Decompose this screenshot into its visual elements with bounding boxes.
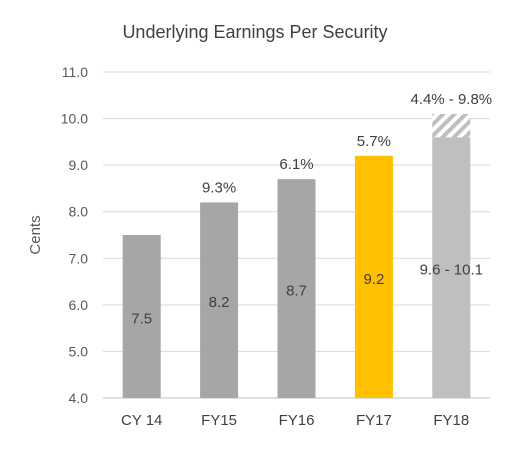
x-tick-label: CY 14	[121, 412, 162, 429]
x-tick-labels: CY 14 FY15 FY16 FY17 FY18	[121, 412, 469, 429]
bar-value-label: 9.2	[363, 271, 384, 288]
data-labels: 7.5 8.2 9.3% 8.7 6.1% 9.2 5.7% 9.6 - 10.1 4.4% -…	[131, 91, 492, 328]
y-axis-label: Cents	[27, 215, 44, 254]
y-tick-label: 4.0	[69, 390, 89, 406]
y-tick-label: 8.0	[69, 204, 89, 220]
bar	[354, 155, 393, 398]
growth-label: 4.4% - 9.8%	[410, 91, 492, 108]
bar-value-label: 9.6 - 10.1	[420, 262, 483, 279]
y-tick-labels: 4.0 5.0 6.0 7.0 8.0 9.0 10.0 11.0	[61, 64, 88, 406]
x-tick-label: FY17	[356, 412, 392, 429]
growth-label: 9.3%	[202, 179, 236, 196]
x-tick-label: FY18	[433, 412, 469, 429]
y-tick-label: 5.0	[69, 343, 89, 359]
growth-label: 6.1%	[279, 156, 313, 173]
y-tick-label: 6.0	[69, 297, 89, 313]
y-tick-label: 7.0	[69, 250, 89, 266]
bar-value-label: 7.5	[131, 311, 152, 328]
y-tick-label: 10.0	[61, 111, 88, 127]
bar-value-label: 8.7	[286, 283, 307, 300]
x-tick-label: FY15	[201, 412, 237, 429]
y-tick-label: 9.0	[69, 157, 89, 173]
bar	[200, 202, 239, 398]
bar	[277, 179, 316, 398]
bar	[122, 235, 161, 398]
chart-title: Underlying Earnings Per Security	[122, 22, 387, 42]
bar	[432, 137, 471, 398]
y-tick-label: 11.0	[62, 64, 88, 80]
growth-label: 5.7%	[357, 133, 391, 150]
bar-value-label: 8.2	[209, 294, 230, 311]
x-tick-label: FY16	[279, 412, 315, 429]
bars	[122, 113, 471, 398]
bar-range-hatch	[432, 113, 471, 138]
